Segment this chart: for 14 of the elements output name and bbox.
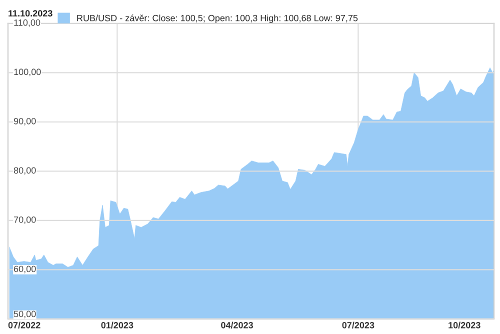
x-tick-label: 04/2023: [221, 322, 254, 328]
y-tick-label: 110,00: [14, 19, 40, 27]
y-tick-label: 60,00: [14, 266, 36, 274]
y-tick-label: 100,00: [14, 68, 41, 76]
y-tick-label: 90,00: [14, 118, 36, 126]
x-tick-label: 07/2022: [8, 322, 40, 328]
x-tick-label: 01/2023: [101, 322, 134, 328]
y-tick-label: 80,00: [14, 167, 36, 175]
legend-label: RUB/USD - závěr: Close: 100,5; Open: 100,3 High: 100,68 Low: 97,75: [77, 14, 358, 24]
y-tick-label: 50,00: [14, 310, 36, 318]
chart-title: 11.10.2023: [8, 10, 52, 17]
x-tick-label: 07/2023: [342, 322, 374, 328]
y-tick-label: 70,00: [14, 216, 36, 224]
x-tick-label: 10/2023: [448, 322, 480, 328]
